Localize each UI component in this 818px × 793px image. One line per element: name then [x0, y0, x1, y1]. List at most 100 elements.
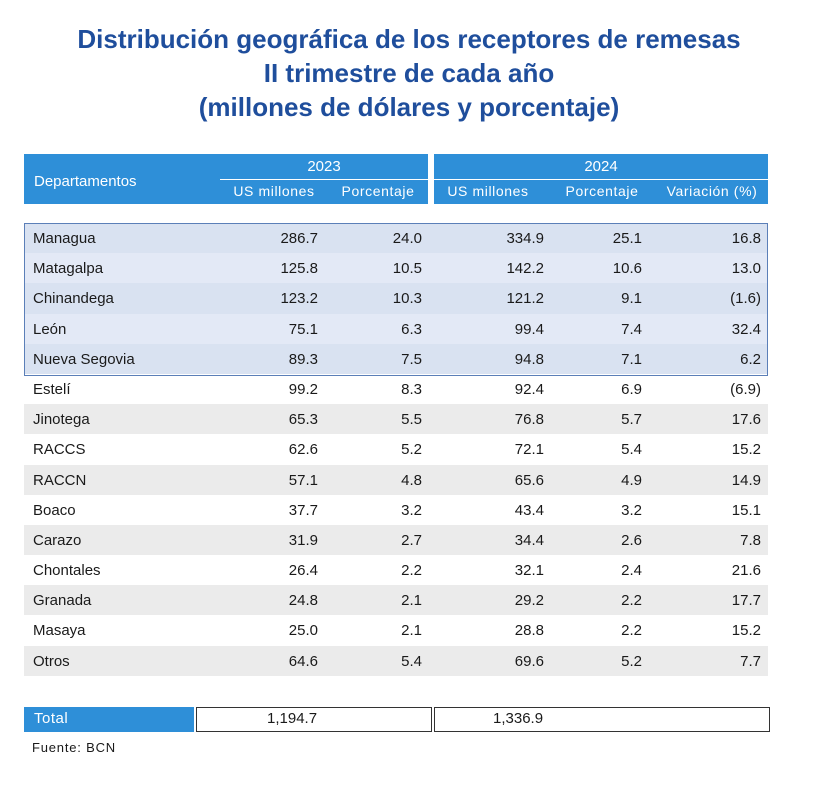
usd-2024-cell: 65.6 — [514, 471, 544, 489]
pct-2023-cell: 10.5 — [392, 260, 422, 278]
usd-2024-cell: 121.2 — [506, 290, 544, 308]
department-name-cell: Otros — [33, 652, 70, 670]
department-name-cell: Jinotega — [33, 411, 90, 429]
usd-2024-cell: 29.2 — [514, 592, 544, 610]
table-header: Departamentos 2023 US millones Porcentaj… — [24, 154, 768, 204]
pct-2024-cell: 7.1 — [621, 350, 642, 368]
header-divider-2023 — [220, 179, 428, 180]
variation-cell: 7.7 — [740, 652, 761, 670]
page-subtitle: II trimestre de cada año — [263, 58, 555, 88]
usd-2023-cell: 89.3 — [288, 350, 318, 368]
usd-2024-cell: 334.9 — [506, 230, 544, 247]
usd-2024-cell: 43.4 — [514, 501, 544, 519]
page-title: Distribución geográfica de los receptore… — [77, 24, 741, 54]
pct-2023-cell: 3.2 — [401, 501, 422, 519]
table-row: Carazo 31.9 2.7 34.4 2.6 7.8 — [24, 524, 768, 556]
pct-2023-cell: 2.2 — [401, 562, 422, 580]
variation-cell: (6.9) — [730, 380, 761, 398]
variation-cell: 21.6 — [731, 562, 761, 580]
pct-2024-cell: 5.2 — [621, 652, 642, 670]
pct-2024-cell: 10.6 — [612, 260, 642, 278]
page-units: (millones de dólares y porcentaje) — [198, 92, 620, 122]
remittance-table: Departamentos 2023 US millones Porcentaj… — [24, 154, 770, 732]
total-row: Total 1,194.7 1,336.9 — [24, 707, 770, 732]
pct-2024-cell: 5.4 — [621, 441, 642, 459]
header-usd-2023: US millones — [233, 183, 315, 199]
department-name-cell: Estelí — [33, 380, 71, 398]
table-body: Managua 286.7 24.0 334.9 25.1 16.8 Matagalpa 12… — [24, 223, 768, 676]
usd-2024-cell: 28.8 — [514, 622, 544, 640]
pct-2024-cell: 2.2 — [621, 592, 642, 610]
header-pct-2024: Porcentaje — [565, 183, 639, 199]
header-departments: Departamentos — [24, 154, 220, 204]
usd-2023-cell: 64.6 — [288, 652, 318, 670]
pct-2024-cell: 9.1 — [621, 290, 642, 308]
total-2023-value: 1,194.7 — [267, 710, 318, 727]
variation-cell: 14.9 — [731, 471, 761, 489]
header-separator — [428, 154, 434, 204]
department-name-cell: Matagalpa — [33, 260, 104, 278]
pct-2024-cell: 2.4 — [621, 562, 642, 580]
variation-cell: 7.8 — [740, 531, 761, 549]
variation-cell: 17.7 — [731, 592, 761, 610]
table-row: Chontales 26.4 2.2 32.1 2.4 21.6 — [24, 555, 768, 585]
usd-2023-cell: 57.1 — [288, 471, 318, 489]
usd-2024-cell: 94.8 — [514, 350, 544, 368]
pct-2023-cell: 2.1 — [401, 622, 422, 640]
pct-2024-cell: 7.4 — [621, 320, 642, 338]
header-group-2024: 2024 US millones Porcentaje Variación (%… — [434, 154, 768, 204]
usd-2024-cell: 142.2 — [506, 260, 544, 278]
department-name-cell: León — [33, 320, 67, 338]
total-label-cell: Total — [24, 707, 194, 732]
table-row: Granada 24.8 2.1 29.2 2.2 17.7 — [24, 585, 768, 616]
usd-2023-cell: 62.6 — [288, 441, 318, 459]
table-row: Otros 64.6 5.4 69.6 5.2 7.7 — [24, 645, 768, 676]
usd-2024-cell: 72.1 — [514, 441, 544, 459]
usd-2023-cell: 99.2 — [288, 380, 318, 398]
department-name-cell: RACCN — [33, 471, 87, 489]
table-row: RACCS 62.6 5.2 72.1 5.4 15.2 — [24, 434, 768, 464]
pct-2023-cell: 5.5 — [401, 411, 422, 429]
pct-2023-cell: 5.4 — [401, 652, 422, 670]
header-group-2023: 2023 US millones Porcentaje — [220, 154, 428, 204]
variation-cell: 16.8 — [731, 230, 761, 247]
variation-cell: 15.2 — [731, 622, 761, 640]
usd-2023-cell: 26.4 — [288, 562, 318, 580]
table-row: Boaco 37.7 3.2 43.4 3.2 15.1 — [24, 495, 768, 525]
pct-2024-cell: 2.2 — [621, 622, 642, 640]
pct-2023-cell: 2.7 — [401, 531, 422, 549]
pct-2023-cell: 7.5 — [401, 350, 422, 368]
department-name-cell: Masaya — [33, 622, 86, 640]
variation-cell: 13.0 — [731, 260, 761, 278]
header-usd-2024: US millones — [447, 183, 529, 199]
usd-2024-cell: 99.4 — [514, 320, 544, 338]
department-name-cell: Boaco — [33, 501, 76, 519]
pct-2024-cell: 4.9 — [621, 471, 642, 489]
usd-2023-cell: 123.2 — [280, 290, 318, 308]
usd-2023-cell: 25.0 — [288, 622, 318, 640]
variation-cell: 6.2 — [740, 350, 761, 368]
table-row: Nueva Segovia 89.3 7.5 94.8 7.1 6.2 — [24, 343, 768, 374]
usd-2024-cell: 34.4 — [514, 531, 544, 549]
table-row: Estelí 99.2 8.3 92.4 6.9 (6.9) — [24, 374, 768, 404]
pct-2024-cell: 3.2 — [621, 501, 642, 519]
table-row: Masaya 25.0 2.1 28.8 2.2 15.2 — [24, 615, 768, 645]
usd-2023-cell: 75.1 — [288, 320, 318, 338]
department-name-cell: Managua — [33, 230, 96, 247]
usd-2023-cell: 31.9 — [288, 531, 318, 549]
total-2024-cell: 1,336.9 — [434, 707, 770, 732]
pct-2023-cell: 8.3 — [401, 380, 422, 398]
table-row: Jinotega 65.3 5.5 76.8 5.7 17.6 — [24, 404, 768, 435]
table-row: Chinandega 123.2 10.3 121.2 9.1 (1.6) — [24, 283, 768, 314]
pct-2023-cell: 24.0 — [392, 230, 422, 247]
usd-2023-cell: 286.7 — [280, 230, 318, 247]
department-name-cell: RACCS — [33, 441, 86, 459]
header-year-2023: 2023 — [307, 158, 341, 175]
pct-2024-cell: 25.1 — [612, 230, 642, 247]
variation-cell: 15.2 — [731, 441, 761, 459]
table-row: Managua 286.7 24.0 334.9 25.1 16.8 — [24, 223, 768, 254]
pct-2024-cell: 5.7 — [621, 411, 642, 429]
usd-2023-cell: 24.8 — [288, 592, 318, 610]
variation-cell: (1.6) — [730, 290, 761, 308]
department-name-cell: Carazo — [33, 531, 82, 549]
